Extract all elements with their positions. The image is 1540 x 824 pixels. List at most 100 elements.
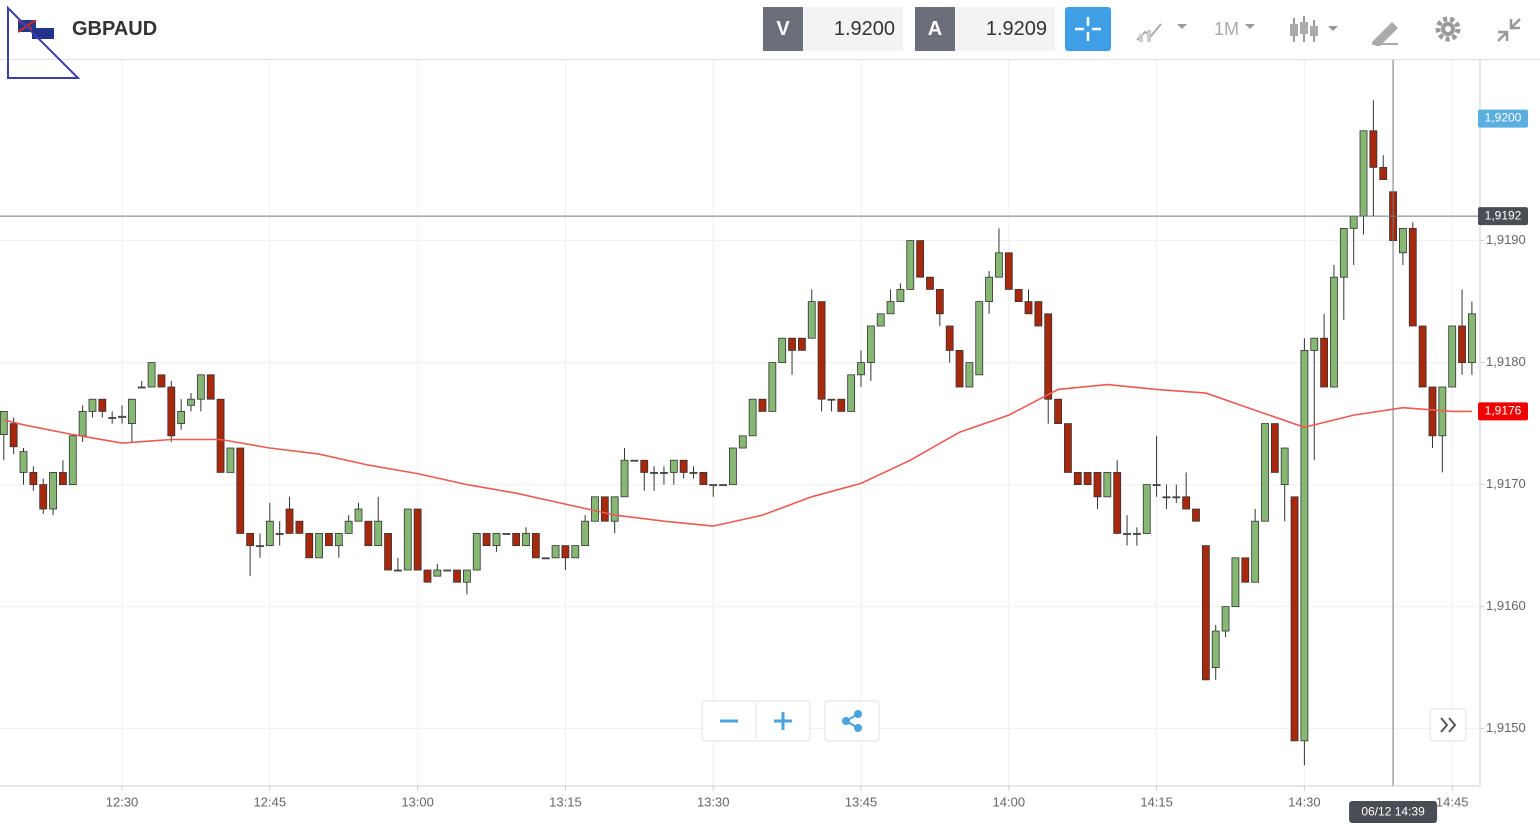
candle-body (1083, 472, 1092, 486)
candle-body (857, 362, 865, 376)
candle-body (29, 472, 38, 486)
candle-body (1123, 533, 1131, 535)
moving-average-line (3, 383, 1472, 527)
candle-body (462, 569, 471, 583)
collapse-button[interactable] (1496, 17, 1524, 45)
candle-body (669, 459, 678, 473)
y-tick-label: 1,9190 (1486, 232, 1526, 247)
candle-body (1231, 557, 1240, 608)
x-tick-label: 14:15 (1140, 794, 1173, 809)
x-tick-label: 13:30 (697, 794, 730, 809)
candle-body (19, 451, 28, 473)
candle-body (817, 301, 826, 400)
candle-button[interactable] (1288, 14, 1344, 46)
candle-body (886, 301, 895, 315)
candle-body (177, 411, 186, 425)
candle-body (1054, 398, 1062, 425)
candle-body (1044, 313, 1053, 400)
candle-body (187, 398, 195, 406)
candle-body (1034, 301, 1043, 327)
candle-body (344, 520, 353, 534)
candle-body (157, 374, 166, 388)
candle-body (265, 520, 274, 547)
bid-label[interactable]: V (763, 7, 803, 51)
candle-body (679, 459, 688, 473)
candle-body (1073, 472, 1082, 486)
candle-body (847, 374, 856, 412)
candle-body (1349, 215, 1358, 229)
x-tick-label: 12:30 (106, 794, 139, 809)
candle-body (1251, 520, 1260, 583)
candle-body (1103, 472, 1112, 498)
x-tick-label: 12:45 (254, 794, 287, 809)
selection-marker (7, 5, 81, 79)
candle-body (39, 484, 48, 510)
candle-body (1004, 252, 1013, 290)
candle-body (975, 301, 984, 376)
candle-body (561, 545, 570, 559)
candle-body (216, 398, 225, 473)
candle-body (1320, 337, 1329, 388)
candle-body (945, 325, 954, 351)
candle-body (1172, 496, 1181, 499)
candle-body (1379, 166, 1388, 180)
candle-body (374, 520, 383, 547)
candle-body (955, 349, 964, 388)
candle-body (620, 459, 629, 498)
candle-body (581, 520, 590, 547)
candle-body (492, 533, 501, 547)
draw-button[interactable] (1370, 16, 1400, 46)
candle-body (502, 533, 511, 535)
candle-body (88, 398, 97, 412)
candle-body (482, 533, 491, 547)
candle-body (325, 533, 333, 547)
timeframe[interactable]: 1M (1214, 19, 1240, 39)
candle-body (78, 411, 87, 437)
candle-body (1261, 423, 1269, 522)
candle-body (1428, 386, 1437, 437)
candle-body (650, 472, 658, 474)
candle-body (147, 362, 156, 388)
x-tick-label: 13:15 (549, 794, 582, 809)
candle-body (709, 484, 718, 487)
candle-body (591, 496, 599, 522)
candle-body (9, 423, 18, 448)
candle-body (896, 288, 905, 302)
bid-price[interactable]: 1.9200 (803, 7, 903, 51)
candle-body (108, 417, 117, 419)
candle-body (413, 508, 422, 571)
candle-body (384, 533, 392, 571)
ask-price[interactable]: 1.9209 (955, 7, 1055, 51)
chart-type-button[interactable] (1135, 16, 1195, 44)
candle-body (1221, 606, 1230, 632)
candle-body (640, 459, 649, 473)
candle-body (837, 398, 846, 412)
candle-body (1142, 484, 1151, 534)
candle-body (305, 533, 314, 559)
candle-body (1113, 472, 1122, 534)
candle-body (1467, 313, 1476, 364)
x-tick-label: 14:45 (1436, 794, 1469, 809)
crosshair-button[interactable] (1065, 7, 1111, 51)
scroll-right[interactable] (1440, 717, 1457, 733)
axes: 1,9150 1,9160 1,9170 1,9180 1,9190 12:30 12:45… (0, 60, 1528, 823)
settings-button[interactable] (1434, 15, 1464, 45)
candle-body (127, 398, 136, 425)
candle-body (275, 533, 284, 535)
timeframe-caret (1245, 24, 1255, 29)
candle-body (531, 533, 540, 559)
price-label-box (1478, 207, 1528, 226)
candle-body (876, 313, 885, 327)
candle-body (1330, 276, 1338, 388)
candle-body (916, 240, 925, 278)
candle-body (788, 337, 796, 351)
candle-body (49, 472, 57, 510)
plot-area (0, 60, 1478, 786)
share-button[interactable] (842, 710, 862, 732)
candle-body (1369, 130, 1378, 168)
ask-label[interactable]: A (915, 7, 955, 51)
candle-body (433, 569, 442, 577)
zoom-in[interactable] (774, 712, 792, 730)
candle-body (256, 545, 264, 548)
candle-body (59, 472, 67, 486)
